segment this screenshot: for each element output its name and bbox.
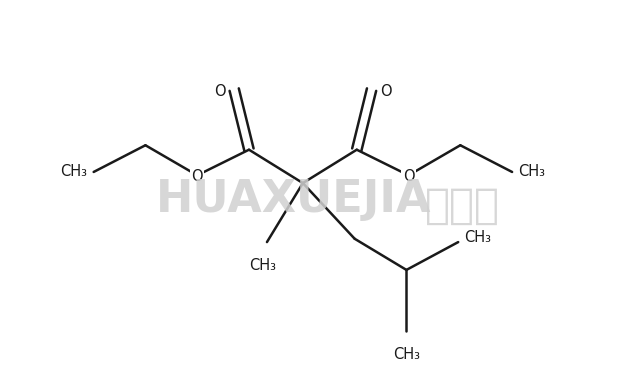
Text: O: O bbox=[214, 84, 226, 99]
Text: CH₃: CH₃ bbox=[465, 230, 491, 245]
Text: HUAXUEJIA: HUAXUEJIA bbox=[156, 178, 431, 221]
Text: 化学加: 化学加 bbox=[425, 184, 501, 226]
Text: O: O bbox=[191, 169, 203, 184]
Text: CH₃: CH₃ bbox=[60, 164, 87, 179]
Text: O: O bbox=[380, 84, 392, 99]
Text: CH₃: CH₃ bbox=[249, 258, 276, 273]
Text: CH₃: CH₃ bbox=[393, 347, 420, 362]
Text: CH₃: CH₃ bbox=[518, 164, 545, 179]
Text: O: O bbox=[403, 169, 415, 184]
